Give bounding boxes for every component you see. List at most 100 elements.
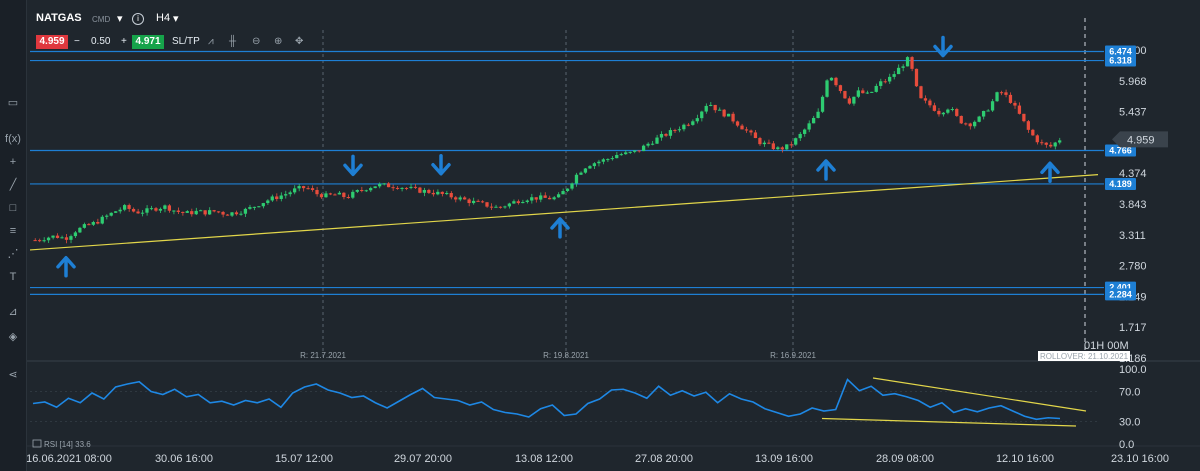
candle-body [847, 98, 852, 104]
candle-body [673, 130, 677, 132]
line-chart-icon[interactable]: ⩘ [208, 36, 214, 47]
candle-body [158, 208, 163, 211]
candle-body [1017, 105, 1022, 114]
rsi-trendline-lower [821, 417, 1077, 427]
level-tag-bg [1105, 177, 1136, 190]
sell-button[interactable]: 4.959 [36, 35, 68, 49]
candle-body [901, 66, 905, 68]
function-icon[interactable]: f(x) [5, 133, 21, 145]
candle-body [73, 232, 78, 237]
timeframe-selector[interactable]: H4 [156, 12, 171, 24]
time-axis-label: 27.08 20:00 [635, 453, 693, 465]
candle-body [445, 193, 449, 195]
candle-body [740, 125, 744, 130]
candle-body [1053, 142, 1057, 147]
candle-body [395, 187, 400, 189]
candle-body [539, 195, 543, 200]
candle-body [592, 163, 597, 167]
candle-body [686, 124, 690, 126]
candle-body [458, 197, 462, 200]
candle-body [995, 92, 999, 102]
time-axis-label: 28.09 08:00 [876, 453, 934, 465]
candle-body [292, 188, 297, 193]
price-axis-label: 3.311 [1119, 230, 1146, 242]
candle-body [46, 237, 51, 241]
candle-body [149, 208, 154, 210]
timeframe-dropdown-icon[interactable]: ▾ [173, 13, 179, 25]
rsi-axis-label: 30.0 [1119, 417, 1140, 429]
candle-body [606, 159, 610, 161]
candle-body [360, 189, 364, 191]
price-trendline [29, 174, 1099, 251]
rollover-tag-bg [1038, 351, 1130, 361]
candle-body [136, 211, 140, 214]
layers-icon[interactable]: ◈ [8, 331, 18, 343]
candle-body [64, 237, 69, 240]
candle-body [91, 222, 95, 225]
symbol-name[interactable]: NATGAS [36, 12, 82, 24]
screen-icon[interactable]: ▭ [7, 97, 19, 109]
candle-body [96, 222, 100, 224]
candle-body [55, 235, 60, 238]
rectangle-tool-icon[interactable]: □ [9, 202, 17, 214]
candle-body [950, 109, 954, 111]
time-axis-label: 15.07 12:00 [275, 453, 333, 465]
candle-body [731, 113, 735, 122]
candle-body [377, 183, 382, 187]
volume-value[interactable]: 0.50 [91, 36, 111, 47]
candle-body [946, 109, 950, 113]
candle-body [919, 86, 923, 99]
vertical-marker-label: R: 21.7.2021 [300, 351, 346, 360]
candle-body [494, 206, 498, 208]
candle-body [243, 208, 248, 214]
info-icon[interactable]: i [132, 13, 144, 25]
candle-body [856, 90, 860, 97]
candle-body [51, 235, 55, 238]
resistance-arrow-icon [933, 35, 953, 58]
candle-body [404, 187, 409, 189]
candle-body [248, 207, 252, 209]
candle-body [230, 212, 234, 216]
crosshair-icon[interactable]: + [9, 156, 17, 168]
candle-body [476, 200, 480, 202]
candle-body [498, 206, 503, 208]
pattern-icon[interactable]: ⋰ [7, 248, 19, 260]
candle-body [610, 158, 614, 160]
text-tool-icon[interactable]: T [9, 271, 17, 283]
symbol-dropdown-icon[interactable]: ▾ [117, 13, 123, 25]
candle-body [664, 134, 668, 136]
candle-body [185, 211, 189, 213]
candle-body [914, 68, 919, 87]
candle-body [749, 130, 753, 133]
candle-body [637, 150, 641, 152]
candle-body [811, 117, 816, 124]
line-tool-icon[interactable]: ╱ [9, 179, 17, 191]
candle-body [1049, 144, 1053, 147]
candle-body [284, 194, 288, 196]
zoom-in-icon[interactable]: ⊕ [274, 36, 283, 47]
drawing-toolbar: ▭ f(x) + ╱ □ ≡ ⋰ T ⊿ ◈ ⋖ [0, 0, 27, 471]
fibonacci-icon[interactable]: ≡ [9, 225, 17, 237]
increase-volume-button[interactable]: + [121, 36, 127, 47]
support-arrow-icon [56, 256, 76, 278]
price-axis-label: 1.717 [1119, 322, 1147, 334]
sl-tp-button[interactable]: SL/TP [172, 36, 200, 47]
zoom-out-icon[interactable]: ⊖ [252, 36, 261, 47]
candle-body [454, 197, 458, 200]
move-icon[interactable]: ✥ [295, 36, 304, 47]
vertical-marker-label: R: 16.9.2021 [770, 351, 816, 360]
candle-body [803, 129, 807, 134]
candle-body [628, 151, 632, 153]
decrease-volume-button[interactable]: − [74, 36, 80, 47]
arrow-head [343, 163, 363, 177]
candle-body [1026, 121, 1030, 130]
candle-body [534, 197, 538, 200]
candle-body [163, 205, 167, 209]
candle-body [700, 111, 704, 119]
buy-button[interactable]: 4.971 [132, 35, 164, 49]
candle-body [910, 57, 914, 69]
ruler-icon[interactable]: ⊿ [8, 306, 18, 318]
share-icon[interactable]: ⋖ [8, 369, 18, 381]
candle-chart-icon[interactable]: ╫ [229, 36, 237, 47]
